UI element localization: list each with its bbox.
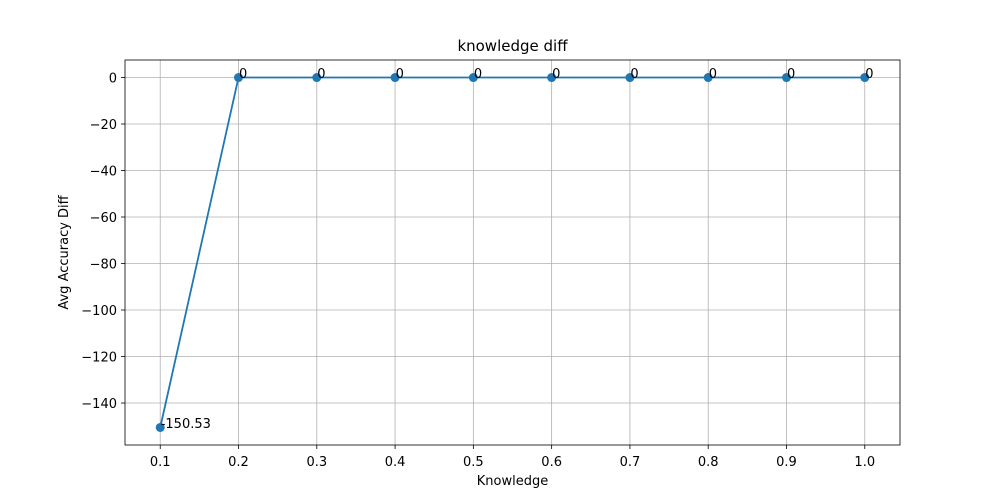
data-point [468, 73, 478, 83]
data-point [155, 422, 165, 432]
x-tick-label: 0.2 [228, 455, 249, 470]
x-tick-label: 0.7 [620, 455, 641, 470]
series-line [159, 76, 865, 428]
x-tick-label: 1.0 [854, 455, 875, 470]
data-label: 0 [630, 67, 638, 82]
data-point [860, 73, 870, 83]
y-tick-label: −40 [90, 165, 117, 180]
y-tick-label: −100 [81, 304, 117, 319]
data-point [625, 73, 635, 83]
x-tick-label: 0.9 [776, 455, 797, 470]
x-tick-label: 0.8 [698, 455, 719, 470]
y-axis-label: Avg Accuracy Diff [57, 194, 72, 309]
data-label: -150.53 [161, 417, 211, 432]
y-tick-label: −80 [90, 258, 117, 273]
data-label: 0 [709, 67, 717, 82]
plot-area-frame [124, 59, 901, 446]
data-labels: -150.53 0 0 0 0 0 0 0 0 0 [161, 67, 874, 432]
data-point [390, 73, 400, 83]
y-tick-label: −140 [81, 397, 117, 412]
data-point [234, 73, 244, 83]
data-point [312, 73, 322, 83]
data-point [547, 73, 557, 83]
y-tick-label: 0 [109, 72, 117, 87]
x-tick-label: 0.4 [385, 455, 406, 470]
x-tick-label: 0.5 [463, 455, 484, 470]
data-label: 0 [396, 67, 404, 82]
data-label: 0 [552, 67, 560, 82]
x-tick-label: 0.6 [541, 455, 562, 470]
data-label: 0 [787, 67, 795, 82]
data-label: 0 [317, 67, 325, 82]
series-group [155, 73, 870, 432]
x-axis-label: Knowledge [477, 474, 548, 489]
data-point [781, 73, 791, 83]
y-tick-label: −120 [81, 351, 117, 366]
chart-title: knowledge diff [457, 37, 568, 55]
y-tick-label: −20 [90, 118, 117, 133]
data-label: 0 [239, 67, 247, 82]
data-point [703, 73, 713, 83]
data-label: 0 [865, 67, 873, 82]
y-tick-label: −60 [90, 211, 117, 226]
data-label: 0 [474, 67, 482, 82]
x-tick-label: 0.1 [150, 455, 171, 470]
x-tick-label: 0.3 [306, 455, 327, 470]
axis-ticks: 0.1 0.2 0.3 0.4 0.5 0.6 0.7 0.8 0.9 1.0 0 −20 −40 −60… [81, 72, 875, 470]
